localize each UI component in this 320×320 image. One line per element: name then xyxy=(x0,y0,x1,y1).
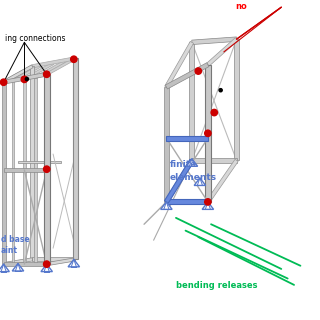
Polygon shape xyxy=(186,159,198,166)
Polygon shape xyxy=(165,159,194,203)
Polygon shape xyxy=(166,136,208,140)
Text: d base: d base xyxy=(1,235,30,244)
Circle shape xyxy=(205,199,211,205)
Circle shape xyxy=(71,56,77,62)
Polygon shape xyxy=(12,64,43,82)
Circle shape xyxy=(211,109,218,116)
Polygon shape xyxy=(18,161,61,163)
Polygon shape xyxy=(4,168,47,172)
Polygon shape xyxy=(24,62,54,80)
Text: finite: finite xyxy=(170,160,197,169)
Text: no: no xyxy=(235,2,247,11)
Text: ing connections: ing connections xyxy=(5,34,66,43)
Polygon shape xyxy=(30,66,34,259)
Polygon shape xyxy=(189,42,195,160)
Polygon shape xyxy=(165,63,209,89)
Polygon shape xyxy=(34,78,37,264)
Text: elements: elements xyxy=(170,172,217,181)
Polygon shape xyxy=(12,263,24,271)
Polygon shape xyxy=(164,87,169,202)
Polygon shape xyxy=(234,39,239,160)
Polygon shape xyxy=(4,58,76,82)
Polygon shape xyxy=(3,72,47,84)
Polygon shape xyxy=(202,202,214,209)
Circle shape xyxy=(44,261,50,267)
Polygon shape xyxy=(3,258,33,266)
Polygon shape xyxy=(166,136,208,140)
Polygon shape xyxy=(2,82,5,264)
Polygon shape xyxy=(205,65,211,202)
Circle shape xyxy=(21,76,28,83)
Polygon shape xyxy=(192,37,237,44)
Polygon shape xyxy=(161,202,172,209)
Polygon shape xyxy=(35,61,65,79)
Polygon shape xyxy=(41,264,52,272)
Polygon shape xyxy=(32,57,76,68)
Polygon shape xyxy=(23,79,26,264)
Circle shape xyxy=(25,77,28,81)
Polygon shape xyxy=(4,262,47,266)
Polygon shape xyxy=(194,178,206,186)
Polygon shape xyxy=(166,199,208,204)
Polygon shape xyxy=(192,158,236,163)
Polygon shape xyxy=(207,38,238,66)
Circle shape xyxy=(44,71,50,77)
Polygon shape xyxy=(3,65,33,84)
Polygon shape xyxy=(46,258,76,266)
Polygon shape xyxy=(68,259,80,267)
Polygon shape xyxy=(46,57,76,76)
Text: bending releases: bending releases xyxy=(176,281,258,290)
Circle shape xyxy=(195,68,202,74)
Polygon shape xyxy=(0,264,9,272)
Polygon shape xyxy=(3,65,33,83)
Polygon shape xyxy=(12,81,14,264)
Circle shape xyxy=(205,130,211,137)
Polygon shape xyxy=(32,258,76,261)
Polygon shape xyxy=(164,159,194,203)
Polygon shape xyxy=(73,58,78,259)
Polygon shape xyxy=(165,41,194,88)
Circle shape xyxy=(0,79,7,85)
Polygon shape xyxy=(166,200,208,204)
Polygon shape xyxy=(206,159,238,203)
Text: aint: aint xyxy=(1,246,18,255)
Circle shape xyxy=(219,89,222,92)
Circle shape xyxy=(44,166,50,172)
Polygon shape xyxy=(44,74,50,264)
